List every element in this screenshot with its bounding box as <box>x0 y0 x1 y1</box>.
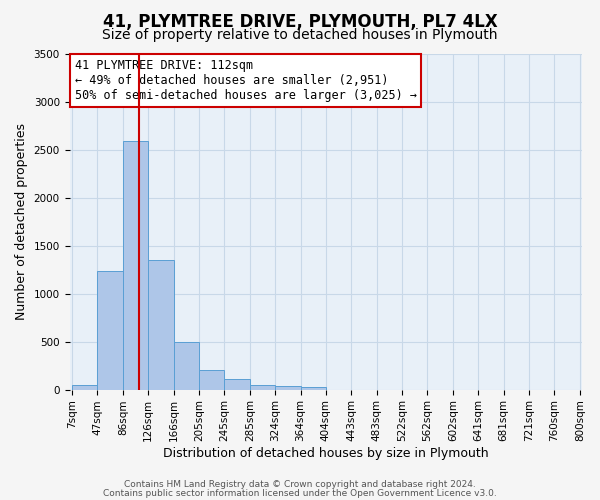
X-axis label: Distribution of detached houses by size in Plymouth: Distribution of detached houses by size … <box>163 447 489 460</box>
Text: Contains public sector information licensed under the Open Government Licence v3: Contains public sector information licen… <box>103 488 497 498</box>
Bar <box>250 385 275 390</box>
Bar <box>97 270 123 390</box>
Bar <box>224 379 250 390</box>
Bar <box>123 142 148 390</box>
Bar <box>199 370 224 390</box>
Text: 41 PLYMTREE DRIVE: 112sqm
← 49% of detached houses are smaller (2,951)
50% of se: 41 PLYMTREE DRIVE: 112sqm ← 49% of detac… <box>74 59 416 102</box>
Bar <box>301 386 326 390</box>
Bar <box>148 260 173 390</box>
Bar <box>173 342 199 390</box>
Text: Size of property relative to detached houses in Plymouth: Size of property relative to detached ho… <box>102 28 498 42</box>
Text: 41, PLYMTREE DRIVE, PLYMOUTH, PL7 4LX: 41, PLYMTREE DRIVE, PLYMOUTH, PL7 4LX <box>103 12 497 30</box>
Text: Contains HM Land Registry data © Crown copyright and database right 2024.: Contains HM Land Registry data © Crown c… <box>124 480 476 489</box>
Bar <box>72 385 97 390</box>
Bar <box>275 386 301 390</box>
Y-axis label: Number of detached properties: Number of detached properties <box>15 124 28 320</box>
